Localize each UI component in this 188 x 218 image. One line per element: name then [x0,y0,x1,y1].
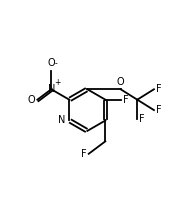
Text: O: O [47,58,55,68]
Text: +: + [54,78,61,87]
Text: F: F [123,95,128,105]
Text: N: N [58,116,66,126]
Text: O: O [28,95,35,105]
Text: F: F [156,105,162,115]
Text: O: O [117,77,124,87]
Text: -: - [54,59,57,68]
Text: N: N [48,84,55,94]
Text: F: F [139,114,145,124]
Text: F: F [156,84,162,94]
Text: F: F [81,149,87,159]
